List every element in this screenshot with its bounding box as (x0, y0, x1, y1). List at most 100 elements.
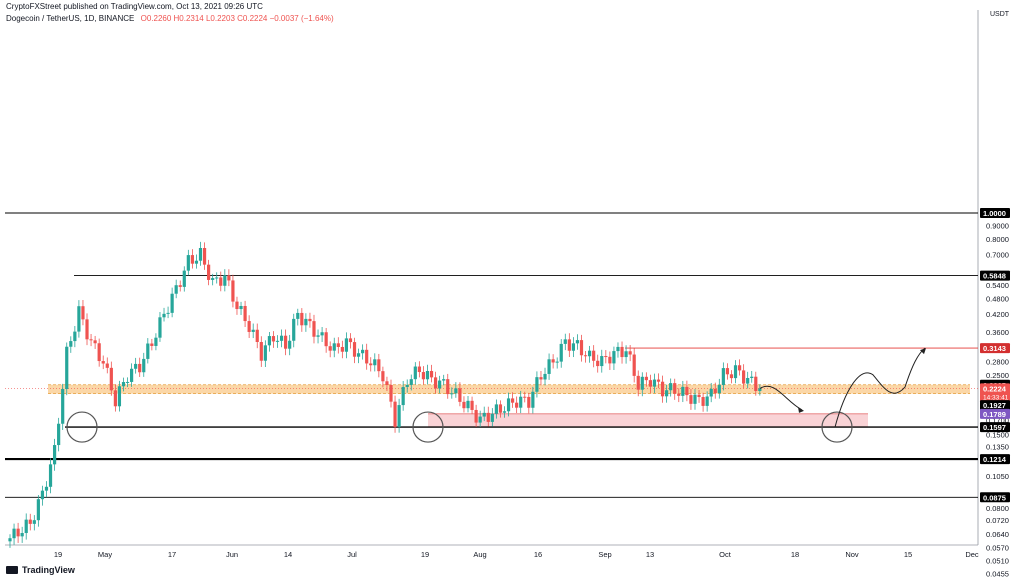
y-tick-label: 0.5400 (986, 281, 1009, 290)
ohlc-values: O0.2260 H0.2314 L0.2203 C0.2224 −0.0037 … (140, 14, 334, 23)
candle-body (397, 405, 401, 427)
candle-body (709, 388, 713, 397)
candle-body (519, 396, 523, 408)
candle-body (352, 342, 357, 357)
candle-body (162, 313, 166, 318)
candle-body (336, 343, 340, 347)
candle-body (207, 264, 211, 280)
candle-body (170, 293, 174, 313)
candle-body (146, 343, 150, 359)
candle-body (194, 260, 199, 264)
y-tick-label: 0.4800 (986, 295, 1009, 304)
candle-body (44, 486, 49, 491)
y-tick-label: 0.0455 (986, 570, 1009, 579)
candle-body (105, 363, 109, 368)
price-badge-label: 0.1789 (983, 410, 1006, 419)
candle-body (486, 412, 490, 422)
candle-body (620, 346, 624, 358)
candle-body (356, 353, 361, 357)
candle-body (215, 277, 219, 279)
price-badge-bg (980, 343, 1010, 354)
candle-body (592, 350, 596, 361)
candle-body (458, 388, 462, 402)
price-badge-label: 0.1214 (983, 455, 1007, 464)
candle-body (93, 340, 97, 344)
y-tick-label: 0.2800 (986, 358, 1009, 367)
candle-body (600, 356, 604, 367)
tradingview-logo: TradingView (6, 565, 75, 575)
x-tick-label: Jul (347, 550, 357, 559)
candle-body (579, 340, 584, 356)
candle-body (263, 345, 267, 361)
price-badge-bg (980, 454, 1010, 465)
candle-body (758, 388, 762, 392)
candle-body (417, 366, 421, 373)
x-tick-label: Aug (473, 550, 486, 559)
price-badge-bg (980, 408, 1010, 419)
candle-body (624, 351, 628, 358)
candle-body (332, 343, 336, 351)
y-tick-label: 0.2500 (986, 371, 1009, 380)
price-badge-label: 1.0000 (983, 209, 1006, 218)
candle-body (385, 381, 389, 386)
candle-body (648, 380, 653, 387)
candle-body (16, 528, 20, 537)
y-tick-label: 0.1050 (986, 472, 1009, 481)
x-tick-label: Nov (845, 550, 859, 559)
y-tick-label: 0.4200 (986, 310, 1009, 319)
candle-body (89, 339, 93, 341)
candle-body (705, 396, 709, 406)
x-tick-label: 18 (791, 550, 799, 559)
candle-body (535, 377, 539, 392)
x-tick-label: May (98, 550, 112, 559)
candle-body (571, 343, 575, 351)
candle-body (344, 338, 349, 352)
candle-body (433, 377, 438, 389)
candle-body (271, 336, 276, 342)
brand-label: TradingView (22, 565, 75, 575)
x-tick-label: 13 (646, 550, 654, 559)
price-badge-label: 0.3143 (983, 344, 1006, 353)
candle-body (498, 404, 503, 413)
x-tick-label: Dec (965, 550, 979, 559)
candle-body (742, 370, 746, 384)
candle-body (583, 355, 588, 357)
candle-body (292, 318, 296, 341)
candle-body (470, 400, 474, 410)
candle-body (717, 385, 721, 394)
candle-body (320, 332, 324, 336)
candle-body (401, 387, 405, 406)
y-tick-label: 0.9000 (986, 221, 1009, 230)
candle-body (555, 361, 559, 363)
candle-body (239, 305, 243, 310)
candle-body (227, 275, 231, 281)
candle-body (462, 401, 466, 409)
candle-body (312, 321, 316, 337)
candle-body (304, 318, 308, 326)
candle-body (81, 306, 85, 320)
candle-body (652, 379, 657, 387)
candle-body (632, 354, 636, 376)
candle-body (365, 349, 369, 364)
candle-body (198, 248, 203, 261)
candle-body (255, 329, 259, 343)
y-tick-label: 0.0640 (986, 530, 1009, 539)
candle-body (559, 343, 563, 362)
y-tick-label: 0.0570 (986, 543, 1009, 552)
candle-body (729, 374, 734, 379)
candle-body (523, 396, 527, 398)
candle-body (413, 366, 417, 380)
y-tick-label: 0.7000 (986, 251, 1009, 260)
arrowhead-icon (798, 406, 804, 413)
x-tick-label: 16 (534, 550, 542, 559)
candle-body (52, 445, 57, 465)
candle-body (77, 306, 81, 332)
candle-body (478, 416, 482, 423)
candle-body (251, 329, 255, 332)
candle-body (296, 312, 300, 319)
candle-body (482, 412, 486, 417)
candle-body (596, 360, 600, 367)
candle-body (754, 376, 758, 392)
y-tick-label: 0.0510 (986, 556, 1009, 565)
